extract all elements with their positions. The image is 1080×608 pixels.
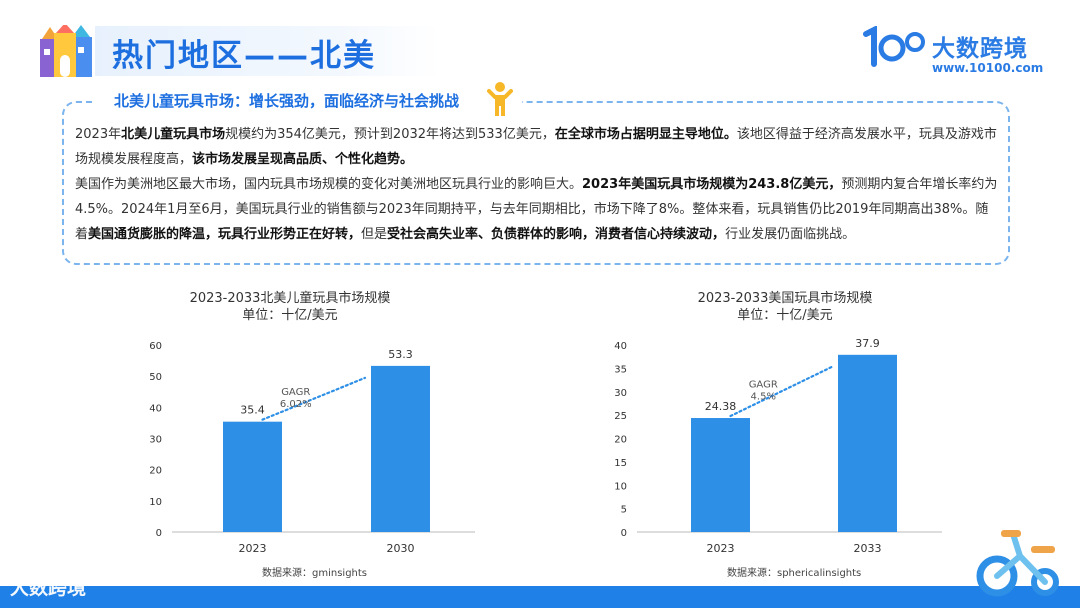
text-run: 规模约为354亿美元，预计到2032年将达到533亿美元，	[225, 127, 555, 142]
bar-2033	[838, 354, 897, 532]
cagr-label: 6.02%	[280, 399, 312, 410]
brand-name: 大数跨境	[932, 36, 1028, 62]
y-tick-label: 40	[614, 341, 627, 352]
x-tick-label: 2030	[387, 542, 415, 555]
y-tick-label: 35	[614, 364, 627, 375]
text-run: 预测期内复合年增长率约为4.5%。2024年1月至6月，美国玩具行业的销售额与2…	[75, 177, 998, 242]
summary-heading: 北美儿童玩具市场：增长强劲，面临经济与社会挑战	[114, 92, 460, 110]
brand-logo: 大数跨境 www.10100.com	[860, 25, 1050, 80]
text-run: 北美儿童玩具市场	[121, 127, 226, 142]
summary-box	[62, 101, 1010, 265]
bar-value-label: 53.3	[388, 348, 413, 361]
page-title: 热门地区——北美	[112, 38, 376, 74]
bar-2023	[691, 418, 750, 532]
text-run: 美国通货膨胀的降温，玩具行业形势正在好转，	[88, 227, 362, 242]
text-run: 在全球市场占据明显主导地位。	[554, 127, 737, 142]
y-tick-label: 50	[149, 372, 162, 383]
castle-icon	[40, 25, 92, 77]
chart1-unit: 单位：十亿/美元	[242, 308, 338, 323]
chart1-title: 2023-2033北美儿童玩具市场规模	[189, 291, 391, 306]
y-tick-label: 40	[149, 403, 162, 414]
text-run: 2023年美国玩具市场规模为243.8亿美元，	[582, 177, 842, 192]
text-run: 美国作为美洲地区最大市场，国内玩具市场规模的变化对美洲地区玩具行业的影响巨大。	[75, 177, 583, 192]
footer-logo: 大数跨境	[10, 577, 87, 599]
title-band	[95, 26, 440, 76]
bar-2030	[371, 365, 430, 532]
y-tick-label: 0	[621, 528, 627, 539]
x-tick-label: 2023	[707, 542, 735, 555]
bar-value-label: 37.9	[855, 337, 880, 350]
y-tick-label: 20	[614, 435, 627, 446]
text-run: 该市场发展呈现高品质、个性化趋势。	[192, 152, 414, 167]
text-run: 受社会高失业率、负债群体的影响，消费者信心持续波动，	[387, 227, 726, 242]
footer-bar	[0, 586, 1080, 608]
text-run: 该地区得益于经济高发展水平，玩具及游戏市场规模发展程度高，	[75, 127, 997, 167]
y-tick-label: 60	[149, 341, 162, 352]
bicycle-icon	[976, 530, 1059, 597]
summary-heading-backdrop	[96, 85, 522, 117]
y-tick-label: 25	[614, 411, 627, 422]
cagr-connector	[729, 365, 834, 418]
chart2-title: 2023-2033美国玩具市场规模	[697, 291, 873, 306]
cagr-connector	[261, 376, 367, 421]
chart1-source: 数据来源：gminsights	[262, 568, 368, 579]
y-tick-label: 10	[614, 481, 627, 492]
y-tick-label: 5	[621, 505, 627, 516]
y-tick-label: 15	[614, 458, 627, 469]
paragraph-north-america: 2023年北美儿童玩具市场规模约为354亿美元，预计到2032年将达到533亿美…	[75, 122, 1000, 172]
child-icon	[487, 82, 513, 116]
y-tick-label: 30	[614, 388, 627, 399]
cagr-label: 4.5%	[751, 391, 776, 402]
bar-2023	[223, 421, 282, 532]
cagr-label: GAGR	[281, 387, 310, 398]
paragraph-usa: 美国作为美洲地区最大市场，国内玩具市场规模的变化对美洲地区玩具行业的影响巨大。2…	[75, 172, 1000, 247]
x-tick-label: 2033	[854, 542, 882, 555]
text-run: 但是	[361, 227, 388, 242]
cagr-label: GAGR	[749, 379, 778, 390]
brand-mark-icon	[863, 25, 925, 67]
y-tick-label: 0	[156, 528, 162, 539]
y-tick-label: 20	[149, 466, 162, 477]
y-tick-label: 10	[149, 497, 162, 508]
bar-value-label: 24.38	[705, 400, 737, 413]
brand-url[interactable]: www.10100.com	[932, 61, 1044, 75]
text-run: 2023年	[75, 127, 122, 142]
y-tick-label: 30	[149, 435, 162, 446]
text-run: 行业发展仍面临挑战。	[725, 227, 856, 242]
chart2-unit: 单位：十亿/美元	[737, 308, 833, 323]
x-tick-label: 2023	[239, 542, 267, 555]
chart2-plot: 0 5 10 15 20 25 30 35 40 24.38 2023 37.9 2033 GAGR4.5…	[614, 337, 942, 555]
chart2-source: 数据来源：sphericalinsights	[727, 568, 862, 579]
bar-value-label: 35.4	[240, 404, 265, 417]
